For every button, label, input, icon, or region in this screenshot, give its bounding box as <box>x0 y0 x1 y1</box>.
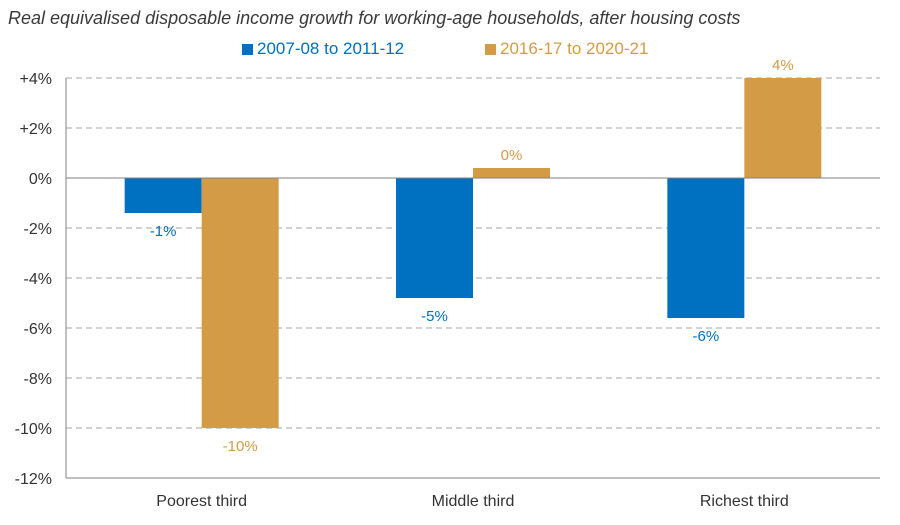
data-label: 4% <box>772 57 794 74</box>
bar-2007-08-to-2011-12-richest-third <box>667 178 745 318</box>
bar-2016-17-to-2020-21-poorest-third <box>201 178 279 428</box>
legend-label: 2016-17 to 2020-21 <box>500 39 649 58</box>
y-tick-label: -12% <box>15 471 52 488</box>
data-label: -6% <box>692 328 719 345</box>
y-tick-label: -2% <box>24 221 52 238</box>
y-tick-label: 0% <box>29 171 52 188</box>
legend-label: 2007-08 to 2011-12 <box>257 39 405 58</box>
bar-2016-17-to-2020-21-middle-third <box>473 168 550 178</box>
legend: 2007-08 to 2011-12 2016-17 to 2020-21 <box>0 39 900 63</box>
x-category-label: Richest third <box>700 493 789 510</box>
legend-swatch-blue <box>242 43 253 55</box>
data-label: 0% <box>501 147 523 164</box>
legend-swatch-gold <box>485 43 496 55</box>
data-label: -1% <box>150 223 177 240</box>
bar-2007-08-to-2011-12-middle-third <box>396 178 473 298</box>
chart-title: Real equivalised disposable income growt… <box>8 8 741 28</box>
y-tick-label: -6% <box>24 321 52 338</box>
y-tick-label: +2% <box>20 121 52 138</box>
data-label: -10% <box>223 438 258 455</box>
x-category-label: Poorest third <box>156 493 247 510</box>
y-tick-label: -4% <box>24 271 52 288</box>
y-tick-label: +4% <box>20 71 52 88</box>
data-label: -5% <box>421 308 448 325</box>
bar-2016-17-to-2020-21-richest-third <box>744 78 822 178</box>
legend-item-2016-17-to-2020-21: 2016-17 to 2020-21 <box>485 39 648 59</box>
y-tick-label: -10% <box>15 421 52 438</box>
x-category-label: Middle third <box>432 493 515 510</box>
bar-2007-08-to-2011-12-poorest-third <box>124 178 202 213</box>
y-tick-label: -8% <box>24 371 52 388</box>
legend-item-2007-08-to-2011-12: 2007-08 to 2011-12 <box>242 39 404 59</box>
